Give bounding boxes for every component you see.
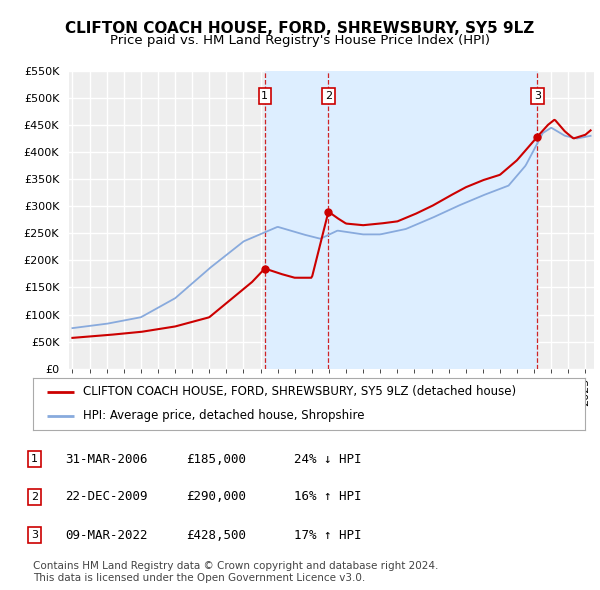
Text: 1: 1 [262,91,268,101]
Text: Contains HM Land Registry data © Crown copyright and database right 2024.
This d: Contains HM Land Registry data © Crown c… [33,561,439,583]
Text: 22-DEC-2009: 22-DEC-2009 [65,490,148,503]
Text: 3: 3 [534,91,541,101]
Text: £185,000: £185,000 [186,453,246,466]
Text: Price paid vs. HM Land Registry's House Price Index (HPI): Price paid vs. HM Land Registry's House … [110,34,490,47]
Text: CLIFTON COACH HOUSE, FORD, SHREWSBURY, SY5 9LZ (detached house): CLIFTON COACH HOUSE, FORD, SHREWSBURY, S… [83,385,516,398]
Text: £290,000: £290,000 [186,490,246,503]
Text: 31-MAR-2006: 31-MAR-2006 [65,453,148,466]
Bar [265,71,538,369]
Text: 2: 2 [31,492,38,502]
Text: 3: 3 [31,530,38,540]
Text: 1: 1 [31,454,38,464]
Text: HPI: Average price, detached house, Shropshire: HPI: Average price, detached house, Shro… [83,409,364,422]
Text: 16% ↑ HPI: 16% ↑ HPI [294,490,361,503]
Text: 2: 2 [325,91,332,101]
Text: CLIFTON COACH HOUSE, FORD, SHREWSBURY, SY5 9LZ: CLIFTON COACH HOUSE, FORD, SHREWSBURY, S… [65,21,535,35]
Text: 24% ↓ HPI: 24% ↓ HPI [294,453,361,466]
Text: 09-MAR-2022: 09-MAR-2022 [65,529,148,542]
Text: £428,500: £428,500 [186,529,246,542]
Text: 17% ↑ HPI: 17% ↑ HPI [294,529,361,542]
